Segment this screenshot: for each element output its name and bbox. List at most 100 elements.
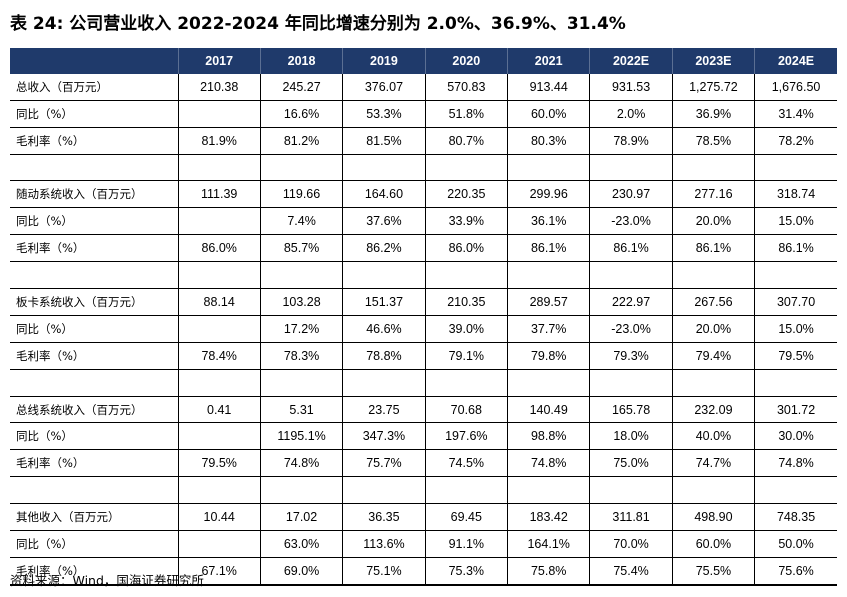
row-label: 毛利率（%） (10, 449, 178, 478)
table-cell: 51.8% (424, 100, 508, 128)
table-cell: 30.0% (754, 422, 837, 451)
row-label: 同比（%） (10, 315, 178, 343)
table-cell: 140.49 (506, 396, 590, 424)
table-cell: 69.0% (259, 557, 343, 586)
table-cell: 913.44 (506, 73, 590, 101)
row-label: 同比（%） (10, 207, 178, 236)
table-cell: 267.56 (671, 288, 755, 316)
table-cell: 86.1% (671, 234, 755, 263)
table-cell (671, 261, 755, 290)
table-cell (589, 476, 673, 505)
row-label: 总线系统收入（百万元） (10, 396, 178, 424)
table-row: 同比（%） 16.6% 53.3% 51.8% 60.0% 2.0% 36.9% 31.4% (10, 100, 837, 128)
row-label: 总收入（百万元） (10, 73, 178, 101)
table-header: 2017 2018 2019 2020 2021 2022E 2023E 202… (10, 48, 837, 74)
table-cell: 2.0% (589, 100, 673, 128)
table-body: 总收入（百万元） 210.38 245.27 376.07 570.83 913.44 93… (10, 73, 837, 586)
row-label (10, 476, 178, 505)
table-cell (177, 476, 261, 505)
table-cell: 85.7% (259, 234, 343, 263)
table-cell: 748.35 (754, 503, 837, 532)
table-cell: 74.7% (671, 449, 755, 478)
table-row: 随动系统收入（百万元） 111.39 119.66 164.60 220.35 299.9… (10, 180, 837, 209)
table-cell: 111.39 (177, 180, 261, 209)
table-cell: 17.2% (259, 315, 343, 343)
table-cell (342, 476, 426, 505)
table-cell: 98.8% (506, 422, 590, 451)
table-cell: 36.35 (342, 503, 426, 532)
table-cell: 1,275.72 (671, 73, 755, 101)
row-label: 同比（%） (10, 100, 178, 128)
table-cell: 91.1% (424, 530, 508, 558)
row-label (10, 369, 178, 397)
table-row: 同比（%） 1195.1% 347.3% 197.6% 98.8% 18.0% 40.0% 3… (10, 422, 837, 451)
table-cell (342, 261, 426, 290)
table-cell: 70.68 (424, 396, 508, 424)
table-cell: 113.6% (342, 530, 426, 558)
table-cell (177, 154, 261, 182)
table-cell: 75.5% (671, 557, 755, 586)
table-cell (589, 154, 673, 182)
table-cell: 17.02 (259, 503, 343, 532)
table-cell: 86.2% (342, 234, 426, 263)
table-cell (424, 261, 508, 290)
table-cell: 46.6% (342, 315, 426, 343)
row-label: 毛利率（%） (10, 234, 178, 263)
header-cell: 2019 (342, 48, 426, 74)
table-cell: 79.5% (177, 449, 261, 478)
table-cell: 78.4% (177, 342, 261, 370)
table-cell: 33.9% (424, 207, 508, 236)
table-cell: 75.4% (589, 557, 673, 586)
table-cell: 78.9% (589, 127, 673, 155)
table-row: 其他收入（百万元） 10.44 17.02 36.35 69.45 183.42 311.8… (10, 503, 837, 532)
table-cell: 311.81 (589, 503, 673, 532)
table-cell: 31.4% (754, 100, 837, 128)
header-cell: 2018 (259, 48, 343, 74)
table-cell (671, 476, 755, 505)
table-cell: 197.6% (424, 422, 508, 451)
table-title: 表 24: 公司营业收入 2022-2024 年同比增速分别为 2.0%、36.… (10, 14, 626, 34)
table-cell: 40.0% (671, 422, 755, 451)
table-cell: 210.35 (424, 288, 508, 316)
table-cell: 232.09 (671, 396, 755, 424)
source-note: 资料来源：Wind，国海证券研究所 (10, 573, 204, 588)
table-cell: 60.0% (506, 100, 590, 128)
table-row: 毛利率（%） 79.5% 74.8% 75.7% 74.5% 74.8% 75.0% 74.7… (10, 449, 837, 478)
table-cell (177, 422, 261, 451)
table-cell: 81.5% (342, 127, 426, 155)
table-cell: 53.3% (342, 100, 426, 128)
table-cell: 79.3% (589, 342, 673, 370)
table-cell: 70.0% (589, 530, 673, 558)
table-cell: 79.8% (506, 342, 590, 370)
table-cell: 20.0% (671, 315, 755, 343)
table-cell: 347.3% (342, 422, 426, 451)
table-cell (424, 369, 508, 397)
row-label: 毛利率（%） (10, 557, 178, 586)
table-cell: 75.8% (506, 557, 590, 586)
table-cell: 15.0% (754, 207, 837, 236)
table-row: 同比（%） 17.2% 46.6% 39.0% 37.7% -23.0% 20.0% 15.0… (10, 315, 837, 343)
table-cell (177, 315, 261, 343)
table-cell: 36.1% (506, 207, 590, 236)
table-cell: 75.1% (342, 557, 426, 586)
table-cell: 570.83 (424, 73, 508, 101)
table-row: 同比（%） 63.0% 113.6% 91.1% 164.1% 70.0% 60.0% 50.… (10, 530, 837, 558)
table-cell: 164.60 (342, 180, 426, 209)
table-cell: 210.38 (177, 73, 261, 101)
table-row: 总收入（百万元） 210.38 245.27 376.07 570.83 913.44 93… (10, 73, 837, 101)
table-row: 总线系统收入（百万元） 0.41 5.31 23.75 70.68 140.49 165.7… (10, 396, 837, 424)
table-cell (506, 154, 590, 182)
table-cell: 69.45 (424, 503, 508, 532)
table-cell: 20.0% (671, 207, 755, 236)
table-cell (259, 154, 343, 182)
header-row: 2017 2018 2019 2020 2021 2022E 2023E 202… (10, 48, 837, 74)
row-label: 板卡系统收入（百万元） (10, 288, 178, 316)
table-cell: 74.5% (424, 449, 508, 478)
table-cell: 103.28 (259, 288, 343, 316)
table-cell: 75.6% (754, 557, 837, 586)
table-cell: 230.97 (589, 180, 673, 209)
table-cell: 81.2% (259, 127, 343, 155)
header-cell (10, 48, 178, 74)
table-row: 板卡系统收入（百万元） 88.14 103.28 151.37 210.35 289.57… (10, 288, 837, 316)
table-cell: 88.14 (177, 288, 261, 316)
